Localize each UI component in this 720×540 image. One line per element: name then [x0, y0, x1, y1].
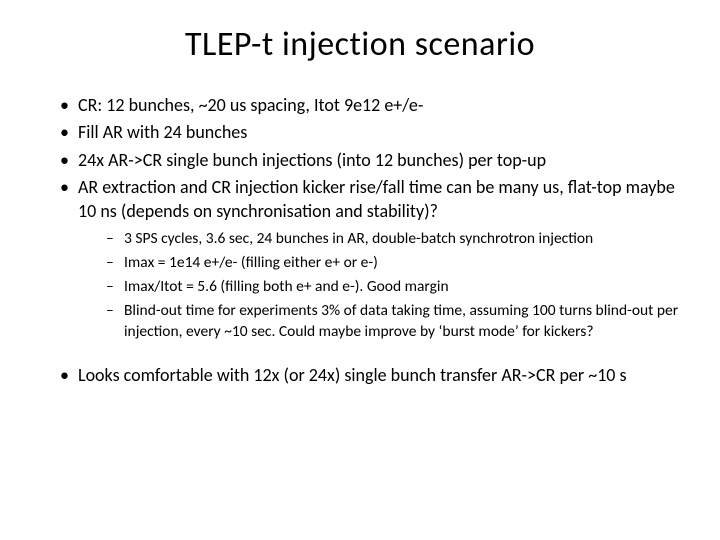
sub-bullet-item: Imax = 1e14 e+/e- (filling either e+ or …	[106, 253, 684, 274]
bullet-item: Looks comfortable with 12x (or 24x) sing…	[60, 363, 684, 387]
final-bullet-list: Looks comfortable with 12x (or 24x) sing…	[36, 363, 684, 387]
bullet-item: CR: 12 bunches, ~20 us spacing, Itot 9e1…	[60, 93, 684, 117]
bullet-item: Fill AR with 24 bunches	[60, 120, 684, 144]
sub-bullet-item: Imax/Itot = 5.6 (filling both e+ and e-)…	[106, 277, 684, 298]
bullet-list: CR: 12 bunches, ~20 us spacing, Itot 9e1…	[36, 93, 684, 223]
sub-bullet-item: Blind-out time for experiments 3% of dat…	[106, 301, 684, 343]
sub-bullet-item: 3 SPS cycles, 3.6 sec, 24 bunches in AR,…	[106, 229, 684, 250]
bullet-item: AR extraction and CR injection kicker ri…	[60, 175, 684, 224]
spacer	[36, 353, 684, 363]
bullet-item: 24x AR->CR single bunch injections (into…	[60, 148, 684, 172]
sub-bullet-list: 3 SPS cycles, 3.6 sec, 24 bunches in AR,…	[36, 229, 684, 343]
slide-title: TLEP-t injection scenario	[36, 24, 684, 65]
